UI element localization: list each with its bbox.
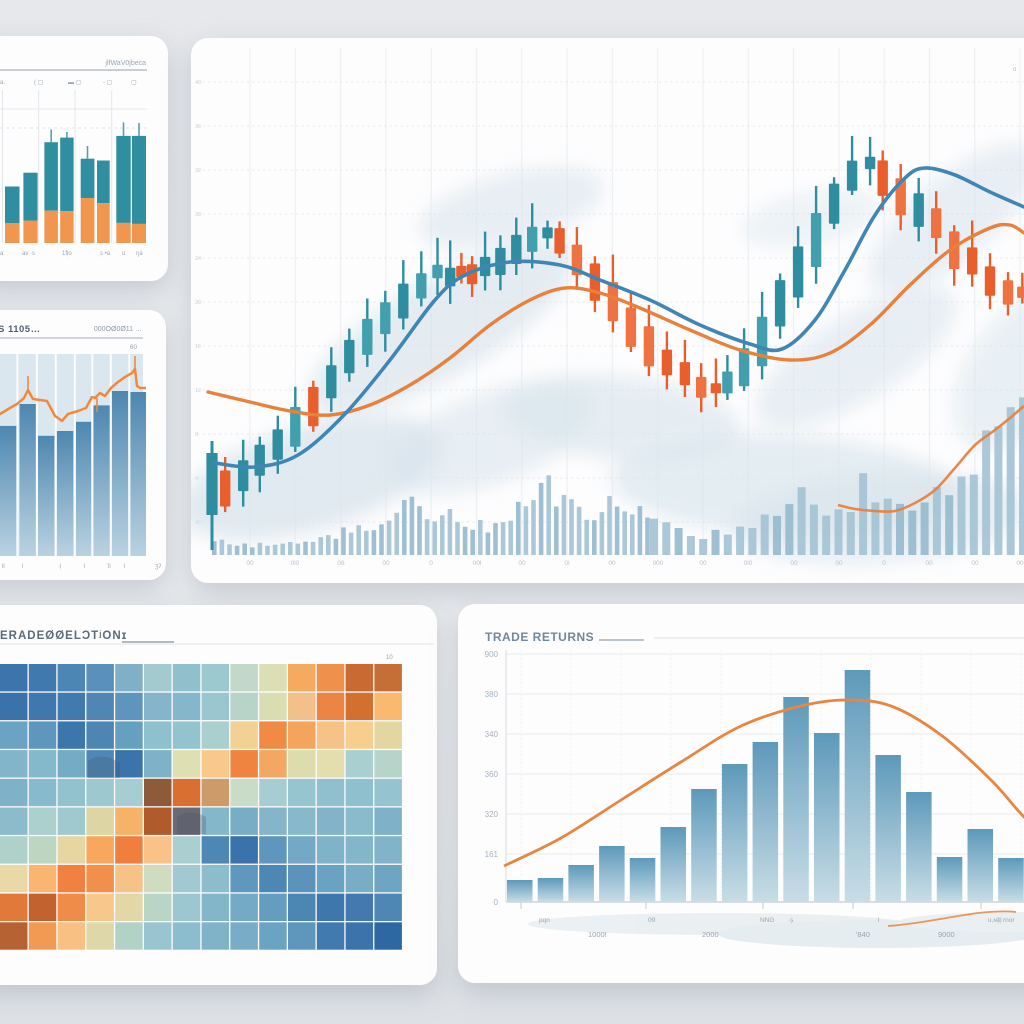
svg-text:1000!: 1000! bbox=[588, 930, 607, 939]
svg-text:4: 4 bbox=[195, 476, 198, 482]
svg-text:l: l bbox=[84, 564, 85, 570]
svg-text:00: 00 bbox=[518, 560, 526, 567]
svg-text:16: 16 bbox=[195, 344, 201, 350]
svg-text:ˋll: ˋll bbox=[106, 564, 111, 570]
svg-text:d: d bbox=[1013, 67, 1016, 73]
svg-text:24: 24 bbox=[195, 256, 201, 262]
svg-text:00: 00 bbox=[246, 560, 254, 567]
svg-text:09: 09 bbox=[648, 917, 656, 924]
svg-text:12: 12 bbox=[195, 388, 201, 394]
svg-text:u: u bbox=[122, 251, 125, 257]
svg-text:380: 380 bbox=[485, 690, 499, 699]
svg-text:00: 00 bbox=[835, 560, 843, 567]
svg-text:60: 60 bbox=[130, 344, 138, 351]
svg-text:900: 900 bbox=[485, 650, 499, 659]
svg-text:320: 320 bbox=[485, 810, 499, 819]
svg-text:S 1105…: S 1105… bbox=[0, 324, 41, 335]
svg-text:340: 340 bbox=[485, 730, 499, 739]
svg-text:l: l bbox=[124, 564, 125, 570]
svg-text:00: 00 bbox=[1016, 560, 1024, 567]
svg-text:rnor: rnor bbox=[1003, 917, 1015, 924]
svg-text:·s̩: ·s̩ bbox=[788, 917, 794, 924]
svg-text:0: 0 bbox=[882, 560, 886, 567]
svg-text:00: 00 bbox=[382, 560, 390, 567]
svg-text:▢: ▢ bbox=[131, 80, 137, 86]
svg-text:000: 000 bbox=[653, 560, 664, 567]
svg-text:0l0: 0l0 bbox=[291, 560, 300, 567]
svg-text:0l0: 0l0 bbox=[744, 560, 753, 567]
svg-text:a: a bbox=[0, 251, 4, 257]
svg-text:ˌs •a: ˌs •a bbox=[98, 251, 111, 257]
svg-text:l: l bbox=[22, 564, 23, 570]
svg-text:( ▢: ( ▢ bbox=[34, 80, 44, 86]
svg-text:ʹ840: ʹ840 bbox=[856, 930, 870, 939]
svg-text:NNG: NNG bbox=[760, 917, 774, 924]
svg-text:av ·s: av ·s bbox=[22, 251, 35, 257]
svg-text:2000: 2000 bbox=[702, 930, 719, 939]
svg-text:00: 00 bbox=[971, 560, 979, 567]
svg-text:8: 8 bbox=[195, 432, 198, 438]
svg-text:▬ ▢: ▬ ▢ bbox=[68, 80, 82, 86]
svg-text:pqn: pqn bbox=[539, 917, 550, 924]
svg-text:360: 360 bbox=[485, 770, 499, 779]
svg-text:40: 40 bbox=[195, 80, 201, 86]
svg-text:·l̩: ·l̩ bbox=[58, 564, 62, 570]
svg-text:ŋȧ: ŋȧ bbox=[136, 251, 143, 257]
svg-text:00: 00 bbox=[790, 560, 798, 567]
svg-text:36: 36 bbox=[195, 124, 201, 130]
svg-text:10: 10 bbox=[386, 655, 393, 661]
svg-text:20: 20 bbox=[195, 300, 201, 306]
svg-text:00: 00 bbox=[699, 560, 707, 567]
svg-text:28: 28 bbox=[195, 212, 201, 218]
svg-text:32: 32 bbox=[195, 168, 201, 174]
svg-text:l: l bbox=[878, 917, 880, 924]
svg-text:jlfWaV0jbeca: jlfWaV0jbeca bbox=[104, 60, 146, 67]
svg-text:00: 00 bbox=[608, 560, 616, 567]
svg-text:0: 0 bbox=[429, 560, 433, 567]
svg-text:0: 0 bbox=[494, 898, 499, 907]
svg-text:00l: 00l bbox=[473, 560, 482, 567]
svg-text:1fļo: 1fļo bbox=[62, 251, 72, 257]
svg-text:161: 161 bbox=[485, 850, 499, 859]
svg-text:TRADE RETURNS: TRADE RETURNS bbox=[485, 630, 594, 644]
svg-text:0l: 0l bbox=[564, 560, 570, 567]
svg-text:ll: ll bbox=[2, 564, 5, 570]
svg-text:ʒʔ: ʒʔ bbox=[155, 564, 161, 570]
svg-text:00: 00 bbox=[925, 560, 933, 567]
svg-text:08: 08 bbox=[337, 560, 345, 567]
svg-text:- ▢: - ▢ bbox=[103, 80, 113, 86]
svg-text:9000: 9000 bbox=[938, 930, 955, 939]
svg-text:000OØ0Ø11 …: 000OØ0Ø11 … bbox=[94, 326, 142, 333]
svg-text:ʋ,ɴʬ̩l̩: ʋ,ɴʬ̩l̩ bbox=[988, 917, 1002, 924]
svg-text:a.: a. bbox=[0, 80, 5, 86]
svg-text:ERADEØØELƆTʲONɪ: ERADEØØELƆTʲONɪ bbox=[0, 630, 127, 642]
